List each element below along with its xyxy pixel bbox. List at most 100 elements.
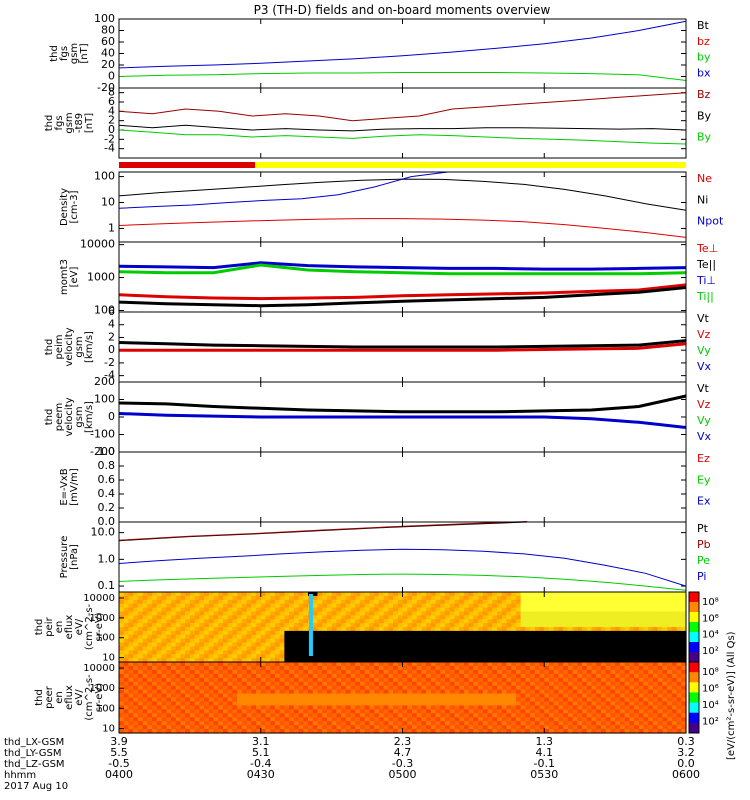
heatmap-cell xyxy=(610,595,616,601)
heatmap-cell xyxy=(251,729,257,734)
heatmap-cell xyxy=(378,619,385,624)
heatmap-cell xyxy=(383,725,389,730)
heatmap-cell xyxy=(232,697,238,703)
heatmap-cell xyxy=(241,623,248,628)
heatmap-cell xyxy=(430,701,437,706)
heatmap-cell xyxy=(440,673,446,679)
heatmap-cell xyxy=(218,705,224,710)
heatmap-cell xyxy=(350,654,356,659)
heatmap-cell xyxy=(303,654,309,659)
heatmap-cell xyxy=(596,658,602,663)
heatmap-cell xyxy=(482,630,489,636)
heatmap-cell xyxy=(359,721,366,726)
x-tick-lx: 2.3 xyxy=(394,735,412,748)
heatmap-cell xyxy=(270,611,276,616)
heatmap-cell xyxy=(430,681,437,687)
heatmap-cell xyxy=(298,607,304,613)
heatmap-cell xyxy=(312,677,319,683)
heatmap-cell xyxy=(293,615,300,620)
heatmap-cell xyxy=(222,701,229,706)
heatmap-cell xyxy=(322,725,328,730)
heatmap-cell xyxy=(350,717,356,722)
heatmap-cell xyxy=(648,717,654,722)
heatmap-cell xyxy=(378,689,385,695)
heatmap-cell xyxy=(142,665,148,671)
heatmap-cell xyxy=(374,595,380,601)
heatmap-cell xyxy=(445,615,451,620)
heatmap-cell xyxy=(416,646,422,651)
heatmap-cell xyxy=(364,681,371,687)
heatmap-cell xyxy=(326,642,333,648)
heatmap-cell xyxy=(128,673,134,679)
heatmap-cell xyxy=(407,662,413,667)
heatmap-cell xyxy=(227,705,233,710)
heatmap-cell xyxy=(279,642,285,648)
heatmap-cell xyxy=(615,607,621,613)
heatmap-cell xyxy=(548,725,555,730)
heatmap-cell xyxy=(218,619,224,624)
heatmap-cell xyxy=(416,701,422,706)
heatmap-cell xyxy=(411,646,418,651)
heatmap-cell xyxy=(563,729,569,734)
heatmap-cell xyxy=(430,658,437,663)
heatmap-cell xyxy=(421,662,427,667)
heatmap-cell xyxy=(671,717,678,722)
heatmap-cell xyxy=(525,638,531,644)
heatmap-cell xyxy=(591,646,597,651)
heatmap-cell xyxy=(506,717,512,722)
heatmap-cell xyxy=(156,709,163,714)
heatmap-cell xyxy=(648,611,654,616)
heatmap-cell xyxy=(492,595,498,601)
heatmap-cell xyxy=(449,599,456,605)
heatmap-cell xyxy=(170,638,177,644)
heatmap-cell xyxy=(336,725,342,730)
heatmap-cell xyxy=(166,662,172,667)
heatmap-cell xyxy=(421,607,427,613)
heatmap-cell xyxy=(397,713,404,718)
heatmap-cell xyxy=(421,623,427,628)
panel-frame xyxy=(118,171,687,243)
heatmap-cell xyxy=(378,595,385,601)
heatmap-cell xyxy=(364,630,371,636)
heatmap-cell xyxy=(142,681,148,687)
heatmap-cell xyxy=(463,623,470,628)
heatmap-cell xyxy=(619,619,626,624)
heatmap-cell xyxy=(615,650,621,655)
heatmap-cell xyxy=(572,693,578,699)
heatmap-cell xyxy=(274,654,281,659)
heatmap-cell xyxy=(199,642,205,648)
heatmap-cell xyxy=(341,592,347,597)
heatmap-cell xyxy=(520,642,526,648)
heatmap-cell xyxy=(123,693,130,699)
heatmap-cell xyxy=(586,681,593,687)
heatmap-cell xyxy=(119,654,125,659)
heatmap-cell xyxy=(369,689,375,695)
heatmap-cell xyxy=(256,689,262,695)
heatmap-cell xyxy=(402,650,408,655)
heatmap-cell xyxy=(317,650,323,655)
heatmap-cell xyxy=(137,654,144,659)
heatmap-cell xyxy=(445,662,451,667)
heatmap-cell xyxy=(364,592,371,597)
heatmap-cell xyxy=(426,627,432,632)
heatmap-cell xyxy=(246,729,252,734)
heatmap-cell xyxy=(615,615,621,620)
heatmap-cell xyxy=(511,646,517,651)
heatmap-cell xyxy=(284,650,290,655)
heatmap-cell xyxy=(634,607,640,613)
heatmap-cell xyxy=(586,697,593,703)
heatmap-cell xyxy=(194,677,200,683)
x-row-label: thd_LY-GSM xyxy=(4,748,61,759)
heatmap-cell xyxy=(553,642,560,648)
heatmap-cell xyxy=(270,650,276,655)
heatmap-cell xyxy=(501,634,508,640)
heatmap-cell xyxy=(605,634,611,640)
heatmap-cell xyxy=(383,705,389,710)
heatmap-cell xyxy=(492,630,498,636)
heatmap-cell xyxy=(407,658,413,663)
heatmap-cell xyxy=(265,595,271,601)
heatmap-cell xyxy=(648,650,654,655)
heatmap-cell xyxy=(643,662,649,667)
heatmap-cell xyxy=(624,634,630,640)
